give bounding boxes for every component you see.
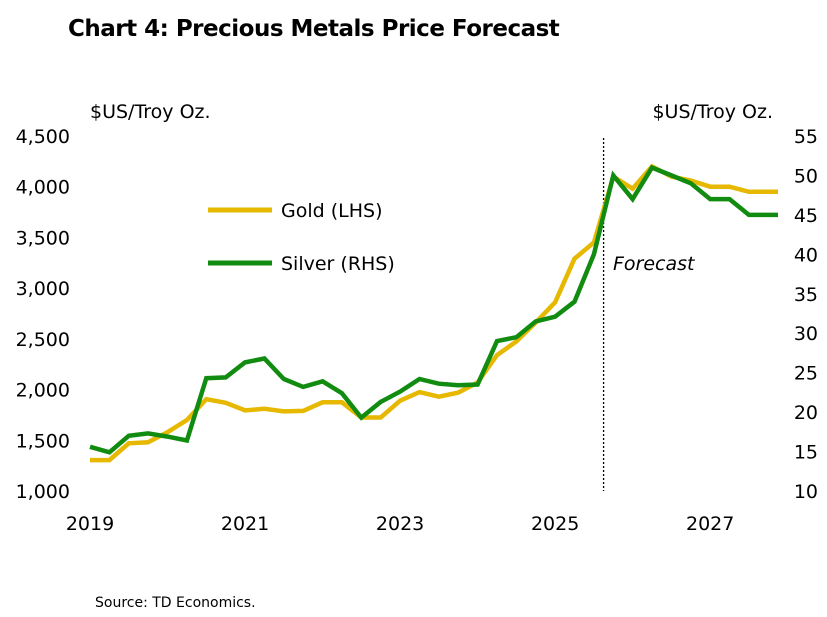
- left-axis-tick-label: 4,500: [16, 126, 70, 148]
- source-note: Source: TD Economics.: [95, 595, 256, 611]
- right-axis-tick-label: 20: [794, 402, 818, 424]
- left-axis: 1,000 1,500 2,000 2,500 3,000 3,500 4,000 4,500: [16, 126, 70, 503]
- left-axis-tick-label: 2,500: [16, 329, 70, 351]
- right-axis-label: $US/Troy Oz.: [652, 101, 773, 123]
- x-axis-tick-label: 2019: [66, 513, 114, 535]
- right-axis-tick-label: 55: [794, 126, 818, 148]
- right-axis: 10 15 20 25 30 35 40 45 50 55: [794, 126, 818, 503]
- right-axis-tick-label: 35: [794, 284, 818, 306]
- right-axis-tick-label: 30: [794, 323, 818, 345]
- forecast-label: Forecast: [613, 253, 696, 275]
- left-axis-tick-label: 4,000: [16, 177, 70, 199]
- x-axis-tick-label: 2027: [686, 513, 734, 535]
- series-layer: [89, 163, 778, 463]
- left-axis-tick-label: 1,000: [16, 481, 70, 503]
- left-axis-tick-label: 2,000: [16, 380, 70, 402]
- legend-silver-label: Silver (RHS): [281, 253, 395, 275]
- x-axis-tick-label: 2021: [221, 513, 269, 535]
- right-axis-tick-label: 10: [794, 481, 818, 503]
- left-axis-label: $US/Troy Oz.: [90, 101, 211, 123]
- x-axis: 2019 2021 2023 2025 2027: [66, 513, 735, 535]
- x-axis-tick-label: 2025: [531, 513, 579, 535]
- right-axis-tick-label: 15: [794, 442, 818, 464]
- left-axis-tick-label: 3,000: [16, 278, 70, 300]
- right-axis-tick-label: 50: [794, 165, 818, 187]
- x-axis-tick-label: 2023: [376, 513, 424, 535]
- chart-title: Chart 4: Precious Metals Price Forecast: [68, 16, 560, 42]
- left-axis-tick-label: 1,500: [16, 430, 70, 452]
- silver-series-line: [89, 164, 778, 455]
- legend-gold-label: Gold (LHS): [281, 200, 383, 222]
- legend: Gold (LHS) Silver (RHS): [208, 200, 395, 275]
- right-axis-tick-label: 45: [794, 205, 818, 227]
- left-axis-tick-label: 3,500: [16, 227, 70, 249]
- right-axis-tick-label: 40: [794, 244, 818, 266]
- right-axis-tick-label: 25: [794, 363, 818, 385]
